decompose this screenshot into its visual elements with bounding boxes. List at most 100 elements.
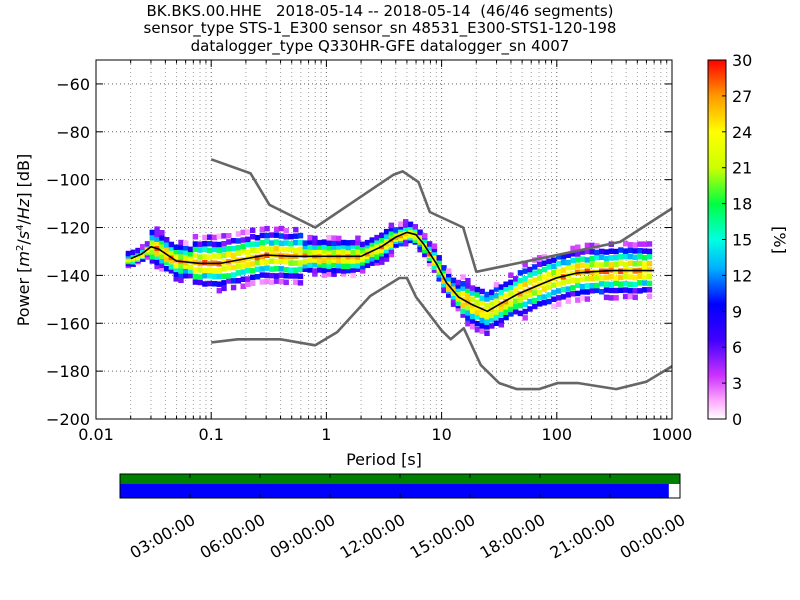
heatmap-cell [646,273,653,279]
heatmap-cell [622,281,629,287]
heatmap-cell [226,251,232,258]
heatmap-cell [154,226,160,232]
heatmap-cell [627,274,634,280]
heatmap-cell [360,256,366,263]
heatmap-cell [312,257,318,263]
heatmap-cell [283,258,289,265]
heatmap-cell [642,274,648,280]
heatmap-cell [426,255,433,262]
heatmap-cell [331,257,337,263]
heatmap-cell [350,267,356,273]
heatmap-cell [546,284,552,290]
heatmap-cell [498,289,504,295]
heatmap-cell [144,241,151,247]
heatmap-cell [579,249,586,255]
coverage-data-band [120,484,669,498]
heatmap-cell [302,240,308,246]
heatmap-cell [431,254,438,261]
heatmap-cell [364,257,371,264]
heatmap-cell [264,232,270,239]
heatmap-cell [388,229,395,236]
heatmap-cell [178,248,184,255]
heatmap-cell [589,249,595,255]
heatmap-cell [426,261,433,267]
coverage-time-label: 09:00:00 [267,510,339,562]
heatmap-cell [221,246,227,253]
heatmap-cell [230,278,237,284]
heatmap-cell [250,274,256,281]
heatmap-cell [297,260,304,266]
heatmap-cell [570,291,576,297]
heatmap-cell [369,256,375,262]
heatmap-cell [431,264,438,270]
heatmap-cell [364,243,371,249]
heatmap-cell [355,249,361,255]
heatmap-cell [527,279,533,285]
heatmap-cell [532,264,538,270]
heatmap-cell [173,263,179,269]
heatmap-cell [599,281,605,287]
heatmap-cell [436,276,442,282]
heatmap-cell [317,248,323,254]
heatmap-cell [235,278,242,284]
heatmap-cell [221,233,227,239]
heatmap-cell [192,267,199,273]
heatmap-cell [579,289,586,295]
heatmap-cell [197,241,203,247]
heatmap-cell [321,262,328,269]
heatmap-cell [398,240,404,247]
heatmap-cell [436,255,442,261]
heatmap-cell [197,267,203,273]
heatmap-cell [517,291,524,297]
heatmap-cell [159,235,165,241]
heatmap-cell [513,287,519,293]
heatmap-cell [522,268,528,274]
heatmap-cell [551,296,557,302]
heatmap-cell [646,267,653,273]
heatmap-cell [513,280,519,287]
heatmap-cell [164,246,170,253]
heatmap-cell [273,266,280,272]
heatmap-cell [589,242,595,249]
heatmap-cell [646,280,653,287]
heatmap-cell [173,248,179,255]
heatmap-cell [493,281,500,288]
heatmap-cell [254,274,261,280]
heatmap-cell [297,246,304,253]
heatmap-cell [326,245,332,251]
heatmap-cell [618,260,624,266]
heatmap-cell [398,235,404,242]
heatmap-cell [613,261,619,268]
heatmap-cell [149,249,155,255]
heatmap-cell [508,272,514,278]
heatmap-cell [178,239,184,246]
heatmap-cell [173,276,179,282]
heatmap-cell [474,314,481,320]
heatmap-cell [522,262,528,268]
heatmap-cell [436,272,442,278]
heatmap-cell [465,278,471,284]
heatmap-cell [565,252,571,258]
heatmap-cell [517,310,524,317]
heatmap-cell [288,240,294,247]
heatmap-cell [551,269,557,276]
heatmap-cell [240,283,246,289]
heatmap-cell [513,304,519,310]
heatmap-cell [594,254,600,261]
heatmap-cell [235,231,242,237]
heatmap-cell [460,281,466,287]
heatmap-cell [579,262,586,269]
y-tick-label: −80 [56,123,90,142]
heatmap-cell [642,248,648,254]
heatmap-cell [369,244,375,251]
heatmap-cell [379,254,385,261]
heatmap-cell [513,308,519,315]
heatmap-cell [627,242,634,248]
colorbar-tick-label: 3 [732,374,742,393]
heatmap-cell [259,226,265,233]
coverage-time-label: 18:00:00 [477,510,549,562]
axis-ticks: 0.01 0.1 1 10 100 1000 −200 −180 −160 −140 −120 −10… [46,60,692,444]
heatmap-cell [489,289,495,296]
heatmap-cell [575,297,581,303]
heatmap-cell [613,275,619,281]
